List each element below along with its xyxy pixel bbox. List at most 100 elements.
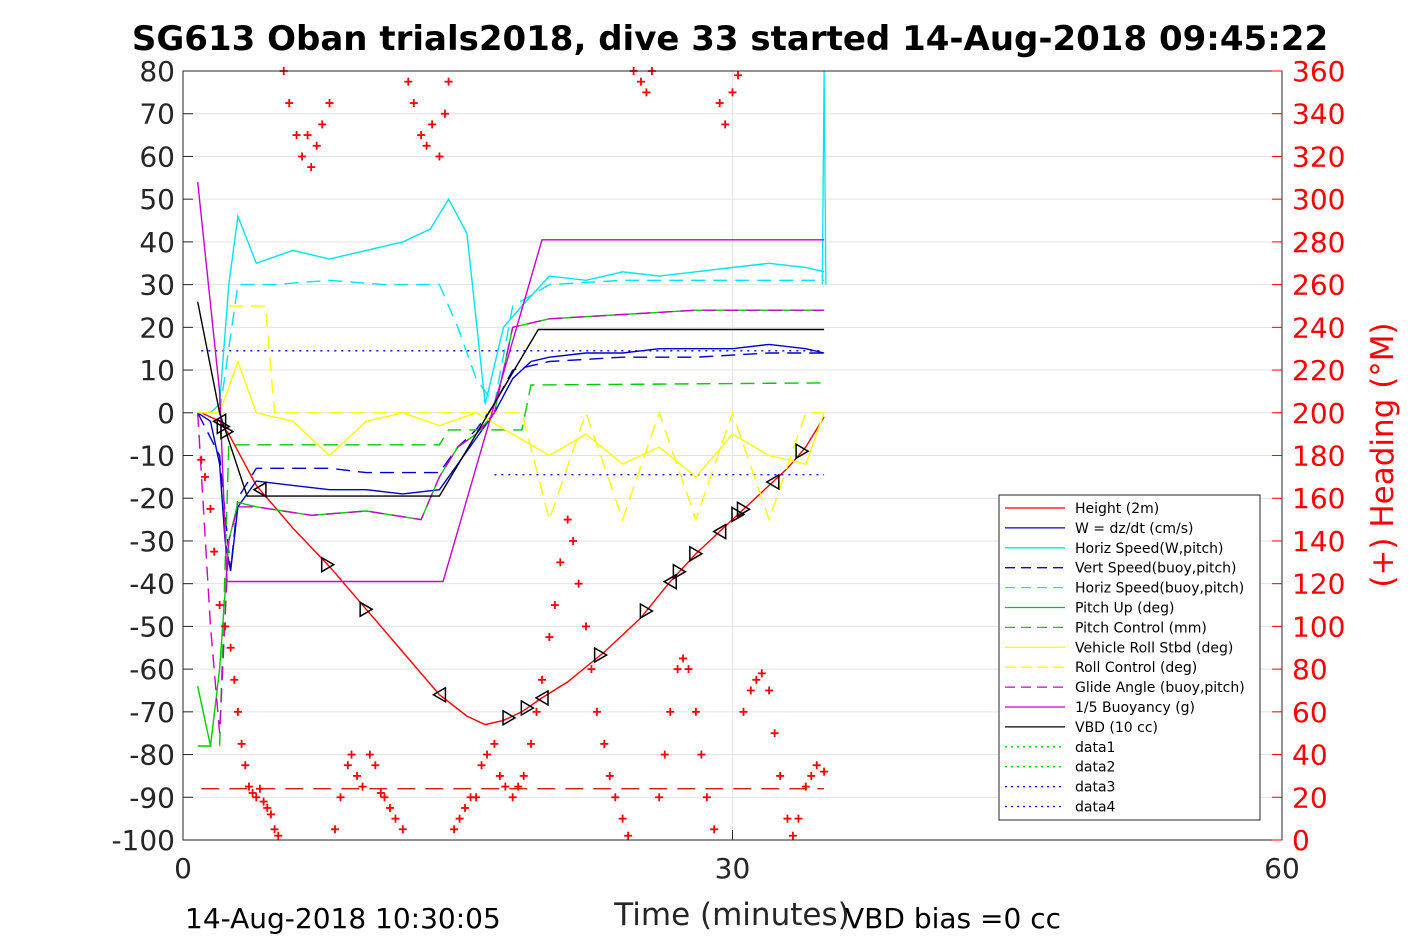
heading-point — [200, 472, 209, 481]
right-tick-label: 220 — [1292, 354, 1345, 387]
heading-point — [385, 803, 394, 812]
heading-point — [440, 109, 449, 118]
heading-point — [353, 771, 362, 780]
heading-point — [820, 767, 829, 776]
right-tick-label: 160 — [1292, 482, 1345, 515]
right-tick-label: 300 — [1292, 183, 1345, 216]
dive-marker — [216, 418, 231, 435]
heading-point — [550, 601, 559, 610]
heading-point — [765, 686, 774, 695]
heading-point — [600, 739, 609, 748]
heading-point — [435, 152, 444, 161]
series-layer — [197, 70, 827, 790]
heading-point — [365, 750, 374, 759]
heading-point — [715, 99, 724, 108]
legend-label: Pitch Up (deg) — [1075, 601, 1174, 617]
heading-point — [376, 789, 385, 798]
x-axis-label: Time (minutes) — [613, 897, 849, 933]
right-tick-label: 180 — [1292, 440, 1345, 473]
dive-marker — [252, 481, 267, 498]
left-tick-label: 60 — [139, 140, 175, 173]
heading-point — [495, 771, 504, 780]
right-tick-label: 60 — [1292, 696, 1328, 729]
heading-point — [358, 782, 367, 791]
right-axis-label: (+) Heading (°M) — [1365, 322, 1401, 587]
legend-label: Pitch Control (mm) — [1075, 620, 1207, 636]
heading-point — [592, 707, 601, 716]
heading-point — [697, 750, 706, 759]
legend-label: Horiz Speed(buoy,pitch) — [1075, 581, 1244, 597]
dive-marker — [520, 699, 535, 717]
dive-marker — [593, 646, 609, 664]
heading-point — [611, 793, 620, 802]
dive-marker — [765, 473, 780, 491]
series-line-4 — [197, 279, 825, 414]
right-tick-label: 240 — [1292, 311, 1345, 344]
marker-layer — [212, 413, 810, 727]
heading-point — [391, 814, 400, 823]
left-tick-label: 80 — [139, 55, 175, 88]
dive-marker — [736, 501, 751, 518]
left-tick-label: 40 — [139, 226, 175, 259]
heading-point — [788, 831, 797, 840]
dive-marker — [795, 442, 810, 460]
right-tick-label: 80 — [1292, 653, 1328, 686]
legend-label: Vert Speed(buoy,pitch) — [1075, 561, 1237, 577]
heading-point — [728, 88, 737, 97]
heading-point — [556, 558, 565, 567]
dive-marker — [359, 600, 374, 618]
series-line-3 — [197, 352, 825, 571]
left-tick-label: -40 — [129, 568, 175, 601]
right-tick-label: 40 — [1292, 739, 1328, 772]
heading-point — [545, 633, 554, 642]
heading-point — [215, 601, 224, 610]
left-tick-label: -60 — [129, 653, 175, 686]
heading-point — [343, 761, 352, 770]
heading-point — [226, 643, 235, 652]
heading-point — [210, 547, 219, 556]
legend-label: VBD (10 cc) — [1075, 720, 1158, 736]
dive-marker — [431, 686, 447, 704]
right-tick-label: 280 — [1292, 226, 1345, 259]
heading-point — [230, 675, 239, 684]
series-line-11 — [197, 301, 825, 497]
heading-point — [274, 831, 283, 840]
heading-point — [233, 707, 242, 716]
legend-label: W = dz/dt (cm/s) — [1075, 521, 1194, 537]
heading-point — [746, 686, 755, 695]
heading-point — [710, 825, 719, 834]
heading-point — [270, 825, 279, 834]
heading-point — [801, 782, 810, 791]
right-tick-label: 200 — [1292, 397, 1345, 430]
right-tick-label: 340 — [1292, 98, 1345, 131]
dive-marker — [220, 423, 235, 440]
left-tick-label: -10 — [129, 440, 175, 473]
heading-point — [519, 771, 528, 780]
heading-point — [532, 707, 541, 716]
heading-point — [197, 455, 206, 464]
heading-point — [303, 131, 312, 140]
heading-point — [783, 814, 792, 823]
legend-label: data4 — [1075, 800, 1116, 816]
heading-point — [331, 825, 340, 834]
legend-label: Vehicle Roll Stbd (deg) — [1075, 640, 1233, 656]
heading-point — [244, 782, 253, 791]
heading-point — [770, 729, 779, 738]
legend-label: Horiz Speed(W,pitch) — [1075, 541, 1223, 557]
heading-point — [298, 152, 307, 161]
legend-label: data3 — [1075, 780, 1115, 796]
series-line-10 — [197, 182, 825, 583]
left-axis-ticks: 80 70 60 50 40 30 20 10 0 -10 -20 -30 -40 -50 -60 -70 -8… — [111, 55, 193, 857]
dive-marker — [502, 709, 517, 727]
legend-label: data2 — [1075, 760, 1115, 776]
left-tick-label: -90 — [129, 781, 175, 814]
heading-point — [266, 810, 275, 819]
right-tick-label: 140 — [1292, 525, 1345, 558]
right-tick-label: 20 — [1292, 781, 1328, 814]
heading-point — [581, 622, 590, 631]
heading-point — [624, 831, 633, 840]
heading-point — [587, 665, 596, 674]
heading-point — [404, 77, 413, 86]
dive-marker — [534, 689, 549, 707]
